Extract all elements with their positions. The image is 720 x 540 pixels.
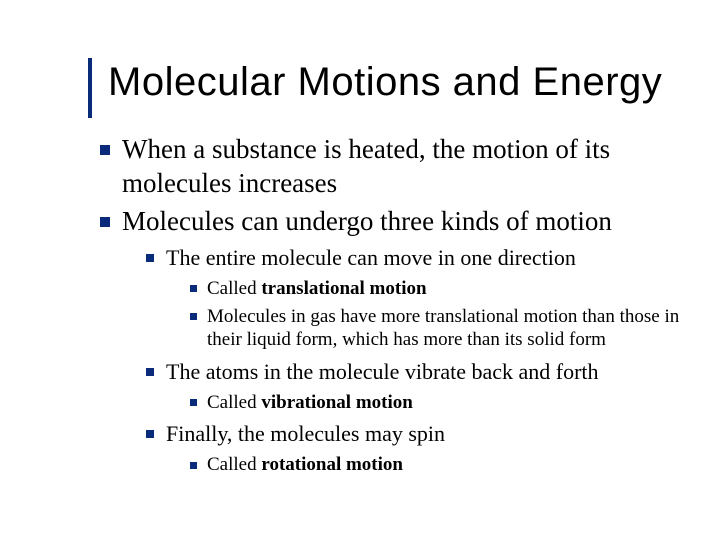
list-text-bold: vibrational motion: [261, 392, 412, 413]
list-item: Called rotational motion: [190, 453, 690, 477]
list-item: The entire molecule can move in one dire…: [146, 244, 690, 273]
list-item: Called vibrational motion: [190, 391, 690, 415]
list-text-prefix: Called: [207, 454, 261, 475]
list-text: The entire molecule can move in one dire…: [166, 244, 576, 273]
list-text: Molecules can undergo three kinds of mot…: [122, 205, 612, 239]
list-text: Called rotational motion: [207, 453, 403, 477]
list-text: Molecules in gas have more translational…: [207, 305, 690, 353]
square-bullet-icon: [190, 399, 197, 406]
list-text-bold: translational motion: [261, 278, 426, 299]
list-text: Called vibrational motion: [207, 391, 413, 415]
list-text-prefix: Called: [207, 278, 261, 299]
bullet-list: When a substance is heated, the motion o…: [100, 133, 690, 477]
square-bullet-icon: [190, 313, 197, 320]
square-bullet-icon: [146, 254, 154, 262]
list-text-bold: rotational motion: [261, 454, 403, 475]
list-item: Molecules can undergo three kinds of mot…: [100, 205, 690, 239]
title-accent-line: [88, 58, 92, 118]
list-item: Molecules in gas have more translational…: [190, 305, 690, 353]
list-item: The atoms in the molecule vibrate back a…: [146, 358, 690, 387]
list-text: Finally, the molecules may spin: [166, 420, 445, 449]
list-item: When a substance is heated, the motion o…: [100, 133, 690, 201]
list-text: Called translational motion: [207, 277, 427, 301]
list-text: The atoms in the molecule vibrate back a…: [166, 358, 599, 387]
slide-title: Molecular Motions and Energy: [108, 60, 690, 105]
square-bullet-icon: [100, 217, 110, 227]
slide: Molecular Motions and Energy When a subs…: [0, 0, 720, 540]
square-bullet-icon: [100, 145, 110, 155]
square-bullet-icon: [190, 285, 197, 292]
square-bullet-icon: [190, 462, 197, 469]
square-bullet-icon: [146, 430, 154, 438]
list-item: Called translational motion: [190, 277, 690, 301]
list-text-prefix: Called: [207, 392, 261, 413]
list-text: When a substance is heated, the motion o…: [122, 133, 690, 201]
square-bullet-icon: [146, 368, 154, 376]
list-item: Finally, the molecules may spin: [146, 420, 690, 449]
